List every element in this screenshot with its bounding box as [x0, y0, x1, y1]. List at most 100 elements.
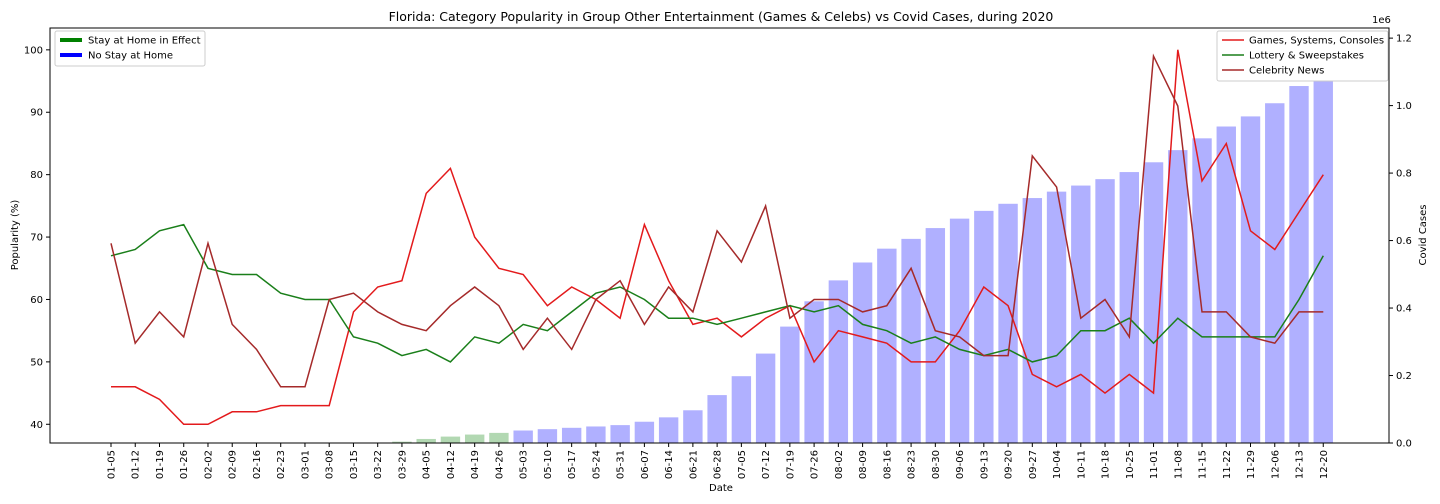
covid-bar-06-07 — [634, 421, 655, 443]
x-tick-label: 02-02 — [204, 450, 215, 479]
x-tick-label: 02-09 — [228, 450, 239, 479]
covid-bar-09-13 — [974, 210, 994, 443]
y2-tick-label: 1.2 — [1396, 34, 1412, 45]
x-tick-label: 10-04 — [1052, 450, 1063, 479]
covid-bar-05-24 — [586, 426, 606, 443]
covid-bar-08-02 — [828, 280, 849, 443]
covid-bar-05-10 — [537, 429, 558, 443]
x-tick-label: 08-02 — [834, 450, 845, 479]
y2-tick-label: 0.0 — [1396, 439, 1412, 450]
covid-bar-11-01 — [1143, 162, 1164, 443]
covid-bar-07-19 — [780, 326, 800, 443]
covid-bar-04-19 — [464, 434, 485, 443]
covid-bar-09-27 — [1022, 198, 1043, 443]
x-tick-label: 02-16 — [252, 450, 263, 479]
covid-bar-08-09 — [852, 262, 873, 443]
x-tick-label: 01-12 — [131, 450, 142, 479]
x-tick-label: 03-15 — [349, 450, 360, 479]
x-tick-label: 08-23 — [907, 450, 918, 479]
x-tick-label: 04-19 — [470, 450, 481, 479]
covid-bar-05-03 — [513, 430, 533, 443]
covid-bar-11-29 — [1240, 116, 1261, 443]
x-tick-label: 03-22 — [373, 450, 384, 479]
x-tick-label: 03-29 — [397, 450, 408, 479]
covid-bar-08-23 — [901, 238, 921, 443]
y2-tick-label: 0.8 — [1396, 169, 1412, 180]
x-tick-label: 05-17 — [567, 450, 578, 479]
x-tick-label: 06-07 — [640, 450, 651, 479]
x-tick-label: 01-26 — [179, 450, 190, 479]
covid-bar-06-21 — [683, 410, 703, 443]
x-tick-label: 08-16 — [882, 450, 893, 479]
x-tick-label: 03-08 — [325, 450, 336, 479]
covid-bar-04-26 — [489, 432, 509, 443]
x-tick-label: 07-19 — [785, 450, 796, 479]
covid-bar-07-05 — [731, 376, 752, 443]
y2-tick-label: 0.2 — [1396, 371, 1412, 382]
x-tick-label: 09-20 — [1004, 450, 1015, 479]
x-tick-label: 07-26 — [810, 450, 821, 479]
covid-bar-06-28 — [707, 395, 727, 443]
x-tick-label: 03-01 — [301, 450, 312, 479]
legend-celebrity-label: Celebrity News — [1249, 66, 1324, 77]
covid-bar-12-20 — [1313, 46, 1333, 443]
covid-bar-05-17 — [561, 427, 582, 443]
y2-multiplier-label: 1e6 — [1372, 15, 1391, 26]
x-tick-label: 09-27 — [1028, 450, 1039, 479]
legend-games-label: Games, Systems, Consoles — [1249, 36, 1384, 47]
y2-tick-label: 1.0 — [1396, 101, 1412, 112]
covid-bar-04-12 — [440, 436, 461, 443]
x-tick-label: 12-06 — [1270, 450, 1281, 479]
x-tick-label: 06-28 — [713, 450, 724, 479]
covid-bar-12-13 — [1289, 86, 1309, 443]
legend-right-box — [1216, 30, 1389, 82]
x-tick-label: 05-31 — [616, 450, 627, 479]
axes: 40 50 60 70 80 90 100 0.0 0.2 0.4 0.6 0.8 1.0 1.2 01-0… — [24, 27, 1412, 479]
x-tick-label: 06-14 — [664, 450, 675, 479]
y2-tick-label: 0.4 — [1396, 304, 1412, 315]
x-tick-label: 07-05 — [737, 450, 748, 479]
legend-lottery-label: Lottery & Sweepstakes — [1249, 51, 1364, 62]
x-tick-label: 05-03 — [519, 450, 530, 479]
covid-bar-04-05 — [416, 438, 436, 443]
covid-bar-10-18 — [1095, 179, 1115, 443]
x-tick-label: 12-13 — [1295, 450, 1306, 479]
legend-no-stay-at-home-label: No Stay at Home — [88, 51, 173, 62]
y-tick-label: 60 — [30, 295, 43, 306]
covid-bar-11-15 — [1192, 138, 1212, 443]
series-line-1 — [110, 223, 1324, 363]
legend-stay-at-home-label: Stay at Home in Effect — [88, 36, 201, 47]
y-tick-label: 90 — [30, 108, 43, 119]
covid-bar-05-31 — [610, 425, 630, 443]
x-tick-label: 08-09 — [858, 450, 869, 479]
plot-frame — [49, 27, 1390, 444]
y-tick-label: 70 — [30, 233, 43, 244]
x-tick-label: 07-12 — [761, 450, 772, 479]
covid-bar-08-16 — [877, 248, 897, 443]
x-tick-label: 01-05 — [107, 450, 118, 479]
x-tick-label: 11-01 — [1149, 450, 1160, 479]
x-tick-label: 09-13 — [979, 450, 990, 479]
covid-bar-11-08 — [1168, 150, 1188, 443]
x-tick-label: 08-30 — [931, 450, 942, 479]
y-tick-label: 40 — [30, 420, 43, 431]
y-tick-label: 100 — [24, 45, 43, 56]
covid-bar-06-14 — [658, 417, 679, 443]
x-tick-label: 11-15 — [1198, 450, 1209, 479]
x-tick-label: 11-08 — [1173, 450, 1184, 479]
y2-axis-label: Covid Cases — [1418, 204, 1429, 265]
x-tick-label: 02-23 — [276, 450, 287, 479]
y-axis-label: Popularity (%) — [10, 200, 21, 271]
chart-title: Florida: Category Popularity in Group Ot… — [389, 9, 1054, 24]
x-tick-label: 05-10 — [543, 450, 554, 479]
x-tick-label: 04-12 — [446, 450, 457, 479]
y-tick-label: 80 — [30, 170, 43, 181]
y2-tick-label: 0.6 — [1396, 236, 1412, 247]
legend-left-box — [54, 30, 206, 67]
legend-series: Games, Systems, Consoles Lottery & Sweep… — [1216, 30, 1389, 82]
covid-bar-10-25 — [1119, 172, 1139, 444]
covid-bar-08-30 — [925, 228, 946, 443]
series-line-0 — [111, 49, 1324, 426]
x-tick-label: 11-29 — [1246, 450, 1257, 479]
